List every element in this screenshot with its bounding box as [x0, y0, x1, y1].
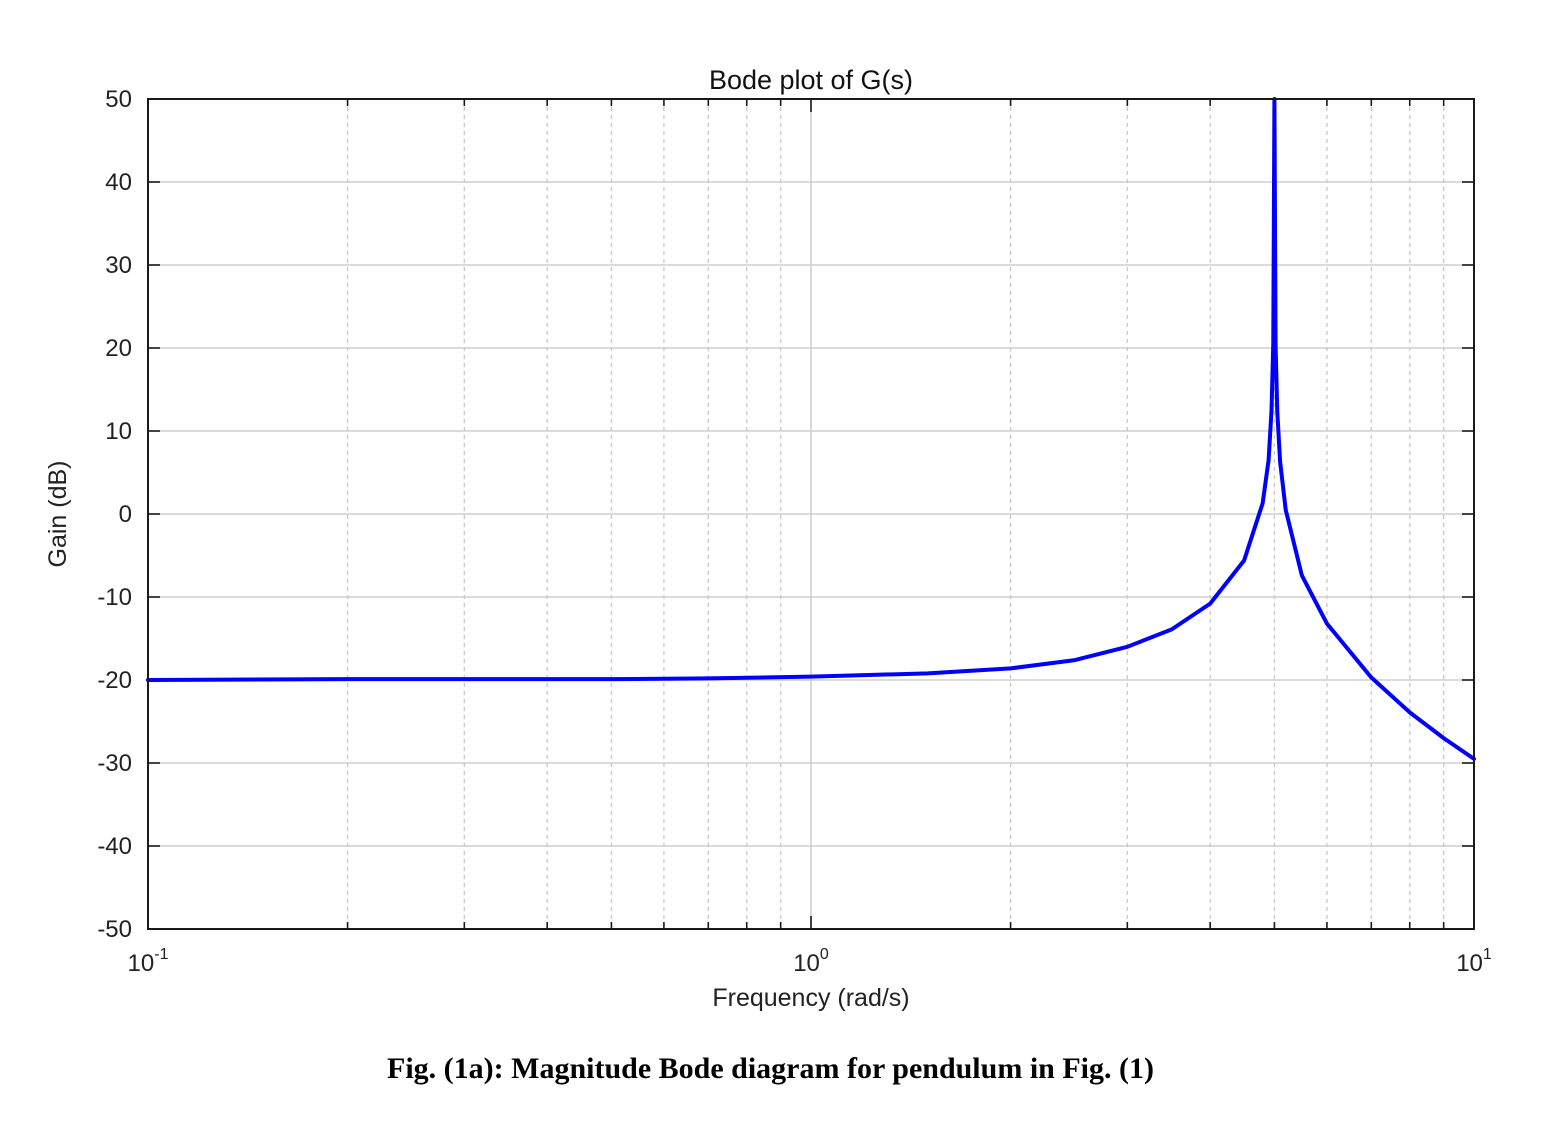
y-tick-label: 10	[105, 418, 132, 445]
y-tick-label: 20	[105, 335, 132, 362]
gain-curve	[146, 97, 1476, 761]
chart-title: Bode plot of G(s)	[709, 65, 913, 95]
y-tick-label: -20	[97, 667, 132, 694]
x-tick-label: 10-1	[128, 946, 169, 977]
axis-ticks	[147, 98, 1475, 930]
y-tick-label: -30	[97, 750, 132, 777]
y-tick-labels: -50 -40 -30 -20 -10 0 10 20 30 40 50	[97, 86, 132, 943]
x-axis-label: Frequency (rad/s)	[712, 984, 909, 1012]
y-tick-label: -50	[97, 916, 132, 943]
figure-caption: Fig. (1a): Magnitude Bode diagram for pe…	[387, 1052, 1154, 1085]
plot-frame	[147, 98, 1475, 930]
y-tick-label: 50	[105, 86, 132, 113]
x-tick-label: 101	[1456, 946, 1492, 977]
y-tick-label: -40	[97, 833, 132, 860]
y-tick-label: 30	[105, 252, 132, 279]
grid-lines	[148, 99, 1474, 929]
x-tick-labels: 10-1 100 101	[128, 946, 1492, 977]
x-tick-label: 100	[793, 946, 829, 977]
y-axis-label: Gain (dB)	[44, 461, 72, 568]
y-tick-label: -10	[97, 584, 132, 611]
y-tick-label: 40	[105, 169, 132, 196]
y-tick-label: 0	[119, 501, 132, 528]
